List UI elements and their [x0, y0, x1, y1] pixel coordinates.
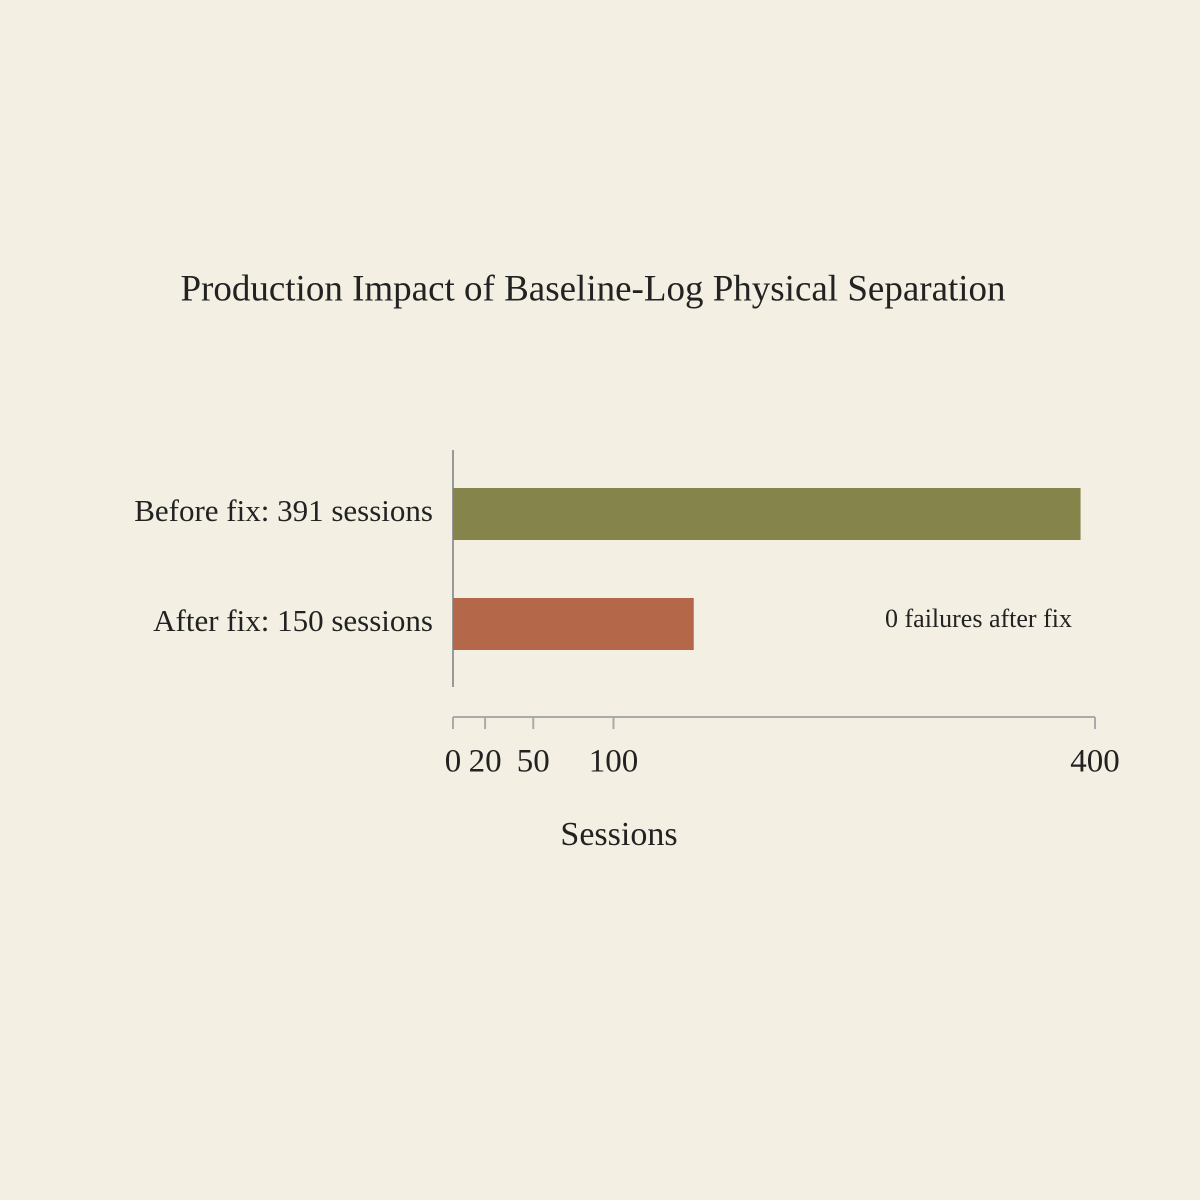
- annotation: 0 failures after fix: [885, 604, 1072, 633]
- x-tick-label: 100: [589, 744, 639, 780]
- x-tick-label: 20: [469, 744, 502, 780]
- bar: [453, 488, 1081, 540]
- x-tick-label: 0: [445, 744, 462, 780]
- chart-title: Production Impact of Baseline-Log Physic…: [180, 268, 1005, 309]
- x-tick-label: 50: [517, 744, 550, 780]
- bar: [453, 598, 694, 650]
- x-axis-label: Sessions: [560, 816, 677, 853]
- x-tick-label: 400: [1070, 744, 1120, 780]
- y-tick-label: Before fix: 391 sessions: [134, 493, 433, 528]
- y-tick-label: After fix: 150 sessions: [153, 603, 433, 638]
